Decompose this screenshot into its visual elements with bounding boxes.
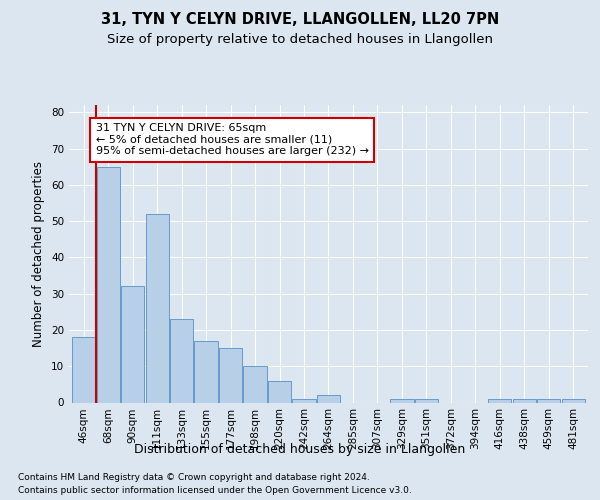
Bar [317, 395, 340, 402]
Bar [194, 341, 218, 402]
Bar [562, 399, 585, 402]
Text: Size of property relative to detached houses in Llangollen: Size of property relative to detached ho… [107, 32, 493, 46]
Bar [170, 319, 193, 402]
Text: Contains HM Land Registry data © Crown copyright and database right 2024.: Contains HM Land Registry data © Crown c… [18, 472, 370, 482]
Text: 31, TYN Y CELYN DRIVE, LLANGOLLEN, LL20 7PN: 31, TYN Y CELYN DRIVE, LLANGOLLEN, LL20 … [101, 12, 499, 28]
Bar [488, 399, 511, 402]
Text: Contains public sector information licensed under the Open Government Licence v3: Contains public sector information licen… [18, 486, 412, 495]
Bar [97, 166, 120, 402]
Y-axis label: Number of detached properties: Number of detached properties [32, 161, 46, 347]
Text: 31 TYN Y CELYN DRIVE: 65sqm
← 5% of detached houses are smaller (11)
95% of semi: 31 TYN Y CELYN DRIVE: 65sqm ← 5% of deta… [96, 123, 369, 156]
Bar [292, 399, 316, 402]
Bar [219, 348, 242, 403]
Bar [146, 214, 169, 402]
Bar [537, 399, 560, 402]
Bar [72, 337, 95, 402]
Bar [513, 399, 536, 402]
Bar [391, 399, 413, 402]
Bar [244, 366, 266, 403]
Text: Distribution of detached houses by size in Llangollen: Distribution of detached houses by size … [134, 442, 466, 456]
Bar [268, 380, 291, 402]
Bar [415, 399, 438, 402]
Bar [121, 286, 144, 403]
